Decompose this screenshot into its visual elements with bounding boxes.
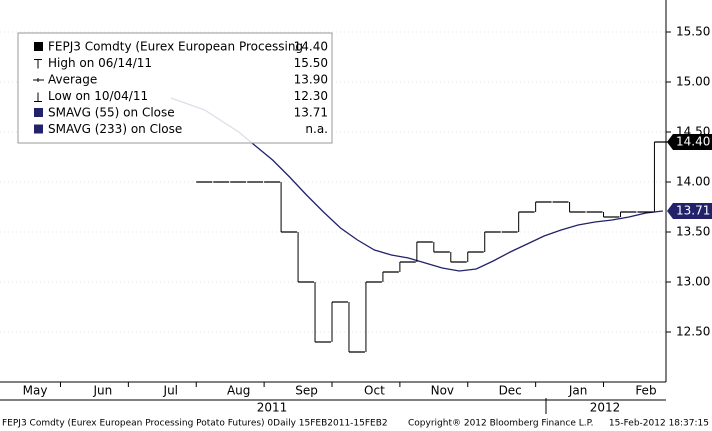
legend-icon (34, 59, 42, 69)
legend-label: Low on 10/04/11 (48, 89, 148, 103)
legend-value: n.a. (305, 122, 328, 136)
legend-label: FEPJ3 Comdty (Eurex European Processing (48, 40, 303, 54)
footer-left: FEPJ3 Comdty (Eurex European Processing … (2, 419, 388, 429)
x-tick-label: Aug (227, 384, 250, 398)
legend-icon (33, 78, 44, 82)
x-tick-label: Sep (295, 384, 318, 398)
year-label: 2011 (257, 401, 288, 415)
legend-icon (34, 42, 43, 51)
value-label: 13.71 (676, 204, 710, 218)
legend-label: SMAVG (233) on Close (48, 122, 182, 136)
x-tick-label: Jul (163, 384, 178, 398)
legend-value: 13.90 (294, 73, 328, 87)
legend-value: 14.40 (294, 40, 328, 54)
y-tick-label: 15.00 (676, 75, 710, 89)
x-tick-label: Jun (93, 384, 113, 398)
x-tick-label: Feb (635, 384, 656, 398)
x-tick-label: Dec (499, 384, 522, 398)
y-tick-label: 12.50 (676, 325, 710, 339)
x-tick-label: Oct (364, 384, 385, 398)
value-label-box (667, 203, 712, 219)
footer-center: Copyright® 2012 Bloomberg Finance L.P. (408, 419, 593, 429)
x-tick-label: May (23, 384, 48, 398)
x-tick-label: Jan (568, 384, 588, 398)
value-label: 14.40 (676, 135, 710, 149)
legend-value: 15.50 (294, 56, 328, 70)
x-tick-label: Nov (431, 384, 454, 398)
legend-label: High on 06/14/11 (48, 56, 152, 70)
y-tick-label: 14.00 (676, 175, 710, 189)
y-tick-label: 13.50 (676, 225, 710, 239)
value-label-box (667, 134, 712, 150)
legend: FEPJ3 Comdty (Eurex European Processing1… (17, 32, 333, 144)
legend-box (17, 32, 333, 144)
y-tick-label: 13.00 (676, 275, 710, 289)
legend-label: Average (48, 73, 97, 87)
legend-icon (34, 124, 43, 134)
legend-icon (34, 92, 42, 102)
footer-right: 15-Feb-2012 18:37:15 (609, 419, 709, 429)
legend-label: SMAVG (55) on Close (48, 106, 175, 120)
legend-value: 13.71 (294, 106, 328, 120)
y-tick-label: 15.50 (676, 25, 710, 39)
legend-value: 12.30 (294, 89, 328, 103)
year-label: 2012 (590, 401, 621, 415)
legend-icon (34, 108, 43, 117)
